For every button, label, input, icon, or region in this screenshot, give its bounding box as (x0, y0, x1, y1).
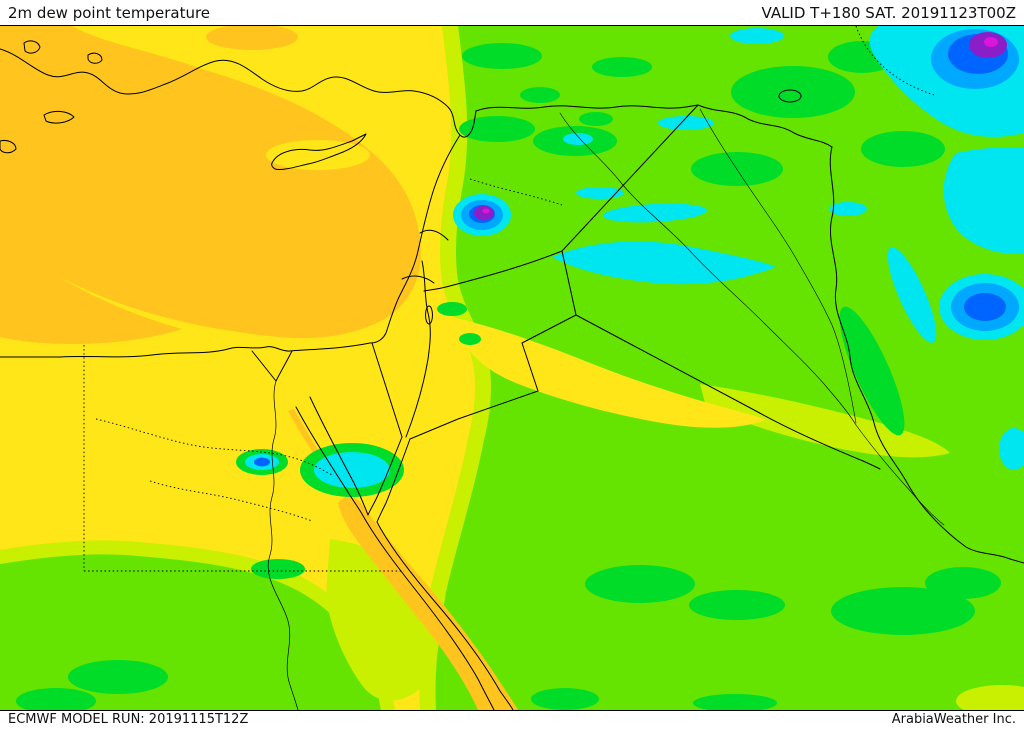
field-yellow-overlays (266, 140, 766, 428)
dewpoint-map (0, 26, 1024, 710)
map-area (0, 26, 1024, 710)
brand-label: ArabiaWeather Inc. (891, 712, 1016, 727)
field-orange (0, 26, 518, 710)
map-footer: ECMWF MODEL RUN: 20191115T12Z ArabiaWeat… (0, 710, 1024, 728)
model-run-label: ECMWF MODEL RUN: 20191115T12Z (8, 712, 249, 727)
valid-time-label: VALID T+180 SAT. 20191123T00Z (761, 3, 1016, 22)
field-magenta (482, 37, 998, 214)
coastline-border-lines (0, 40, 1024, 710)
map-title: 2m dew point temperature (8, 3, 211, 22)
dotted-border-lines (83, 26, 935, 572)
map-header: 2m dew point temperature VALID T+180 SAT… (0, 0, 1024, 26)
